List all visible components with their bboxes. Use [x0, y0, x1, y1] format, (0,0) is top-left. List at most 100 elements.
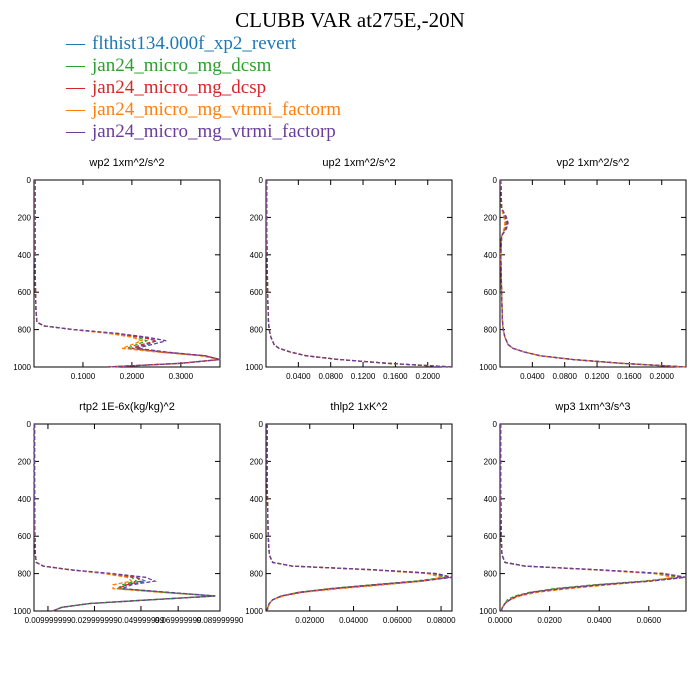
- series-line: [500, 424, 687, 612]
- x-tick-label: 0.069999999: [155, 616, 202, 625]
- x-tick-label: 0.049999999: [118, 616, 165, 625]
- plot-frame: [499, 179, 687, 368]
- x-tick-label: 0.0800: [318, 372, 343, 381]
- x-tick-label: 0.08000: [427, 616, 456, 625]
- y-tick-label: 200: [18, 213, 32, 222]
- y-tick-label: 400: [18, 251, 32, 260]
- series-line: [34, 180, 221, 368]
- x-tick-label: 0.0000: [488, 616, 513, 625]
- panel-title: vp2 1xm^2/s^2: [557, 157, 630, 169]
- series-line: [266, 180, 453, 368]
- y-tick-label: 400: [250, 251, 264, 260]
- panel-title: up2 1xm^2/s^2: [322, 157, 395, 169]
- y-tick-label: 800: [18, 570, 32, 579]
- series-line: [266, 424, 446, 612]
- plot-frame: [33, 179, 221, 368]
- y-tick-label: 800: [18, 326, 32, 335]
- y-tick-label: 600: [250, 532, 264, 541]
- x-tick-label: 0.1000: [71, 372, 96, 381]
- series-line: [266, 424, 453, 612]
- x-tick-label: 0.2000: [416, 372, 441, 381]
- series-line: [500, 179, 687, 368]
- series-line: [34, 180, 221, 368]
- x-tick-label: 0.06000: [383, 616, 412, 625]
- plot-frame: [265, 423, 453, 612]
- series-line: [266, 180, 453, 368]
- y-tick-label: 800: [484, 570, 498, 579]
- series-line: [266, 180, 453, 368]
- series-line: [500, 179, 687, 368]
- legend-label: flthist134.000f_xp2_revert: [92, 33, 297, 54]
- y-tick-label: 600: [18, 288, 32, 297]
- y-tick-label: 600: [18, 532, 32, 541]
- legend-item: — flthist134.000f_xp2_revert: [66, 33, 341, 55]
- legend-item: — jan24_micro_mg_vtrmi_factorp: [66, 121, 341, 143]
- y-tick-label: 1000: [479, 363, 497, 372]
- series-line: [500, 424, 674, 612]
- y-tick-label: 0: [493, 420, 498, 429]
- series-line: [34, 180, 221, 368]
- x-tick-label: 0.009999999: [25, 616, 72, 625]
- y-tick-label: 0: [27, 420, 32, 429]
- series-line: [266, 424, 453, 612]
- series-line: [34, 180, 221, 368]
- y-tick-label: 1000: [13, 607, 31, 616]
- legend-line-icon: —: [66, 121, 85, 142]
- legend-item: — jan24_micro_mg_dcsp: [66, 77, 341, 99]
- y-tick-label: 200: [18, 457, 32, 466]
- y-tick-label: 800: [250, 570, 264, 579]
- x-tick-label: 0.1200: [351, 372, 376, 381]
- y-tick-label: 1000: [245, 363, 263, 372]
- y-tick-label: 800: [484, 326, 498, 335]
- x-tick-label: 0.2000: [650, 372, 675, 381]
- y-tick-label: 400: [250, 495, 264, 504]
- series-line: [33, 424, 216, 612]
- series-line: [500, 179, 687, 368]
- y-tick-label: 600: [484, 288, 498, 297]
- y-tick-label: 600: [250, 288, 264, 297]
- legend-label: jan24_micro_mg_vtrmi_factorp: [92, 121, 336, 142]
- x-tick-label: 0.1600: [383, 372, 408, 381]
- series-line: [500, 179, 687, 368]
- y-tick-label: 200: [484, 457, 498, 466]
- y-tick-label: 1000: [13, 363, 31, 372]
- y-tick-label: 0: [493, 176, 498, 185]
- y-tick-label: 1000: [245, 607, 263, 616]
- series-line: [500, 179, 687, 368]
- legend-line-icon: —: [66, 99, 85, 120]
- y-tick-label: 800: [250, 326, 264, 335]
- legend: — flthist134.000f_xp2_revert — jan24_micro…: [66, 33, 341, 143]
- x-tick-label: 0.2000: [120, 372, 145, 381]
- legend-item: — jan24_micro_mg_vtrmi_factorm: [66, 99, 341, 121]
- x-tick-label: 0.0400: [587, 616, 612, 625]
- y-tick-label: 200: [250, 457, 264, 466]
- series-line: [266, 180, 453, 368]
- plot-frame: [265, 179, 453, 368]
- y-tick-label: 0: [259, 176, 264, 185]
- figure-title: CLUBB VAR at275E,-20N: [235, 8, 465, 32]
- y-tick-label: 600: [484, 532, 498, 541]
- legend-label: jan24_micro_mg_dcsp: [92, 77, 267, 98]
- legend-label: jan24_micro_mg_vtrmi_factorm: [92, 99, 342, 120]
- x-tick-label: 0.1600: [617, 372, 642, 381]
- x-tick-label: 0.04000: [339, 616, 368, 625]
- x-tick-label: 0.0400: [520, 372, 545, 381]
- panel-title: thlp2 1xK^2: [330, 401, 387, 413]
- x-tick-label: 0.0400: [286, 372, 311, 381]
- series-line: [34, 180, 221, 368]
- x-tick-label: 0.089999990: [197, 616, 244, 625]
- y-tick-label: 200: [250, 213, 264, 222]
- plot-frame: [499, 423, 687, 612]
- x-tick-label: 0.02000: [295, 616, 324, 625]
- x-tick-label: 0.3000: [169, 372, 194, 381]
- series-line: [266, 180, 453, 368]
- legend-line-icon: —: [66, 55, 85, 76]
- legend-label: jan24_micro_mg_dcsm: [92, 55, 272, 76]
- series-line: [500, 424, 687, 612]
- panel-title: wp2 1xm^2/s^2: [88, 157, 164, 169]
- y-tick-label: 400: [18, 495, 32, 504]
- x-tick-label: 0.1200: [585, 372, 610, 381]
- series-line: [266, 424, 442, 612]
